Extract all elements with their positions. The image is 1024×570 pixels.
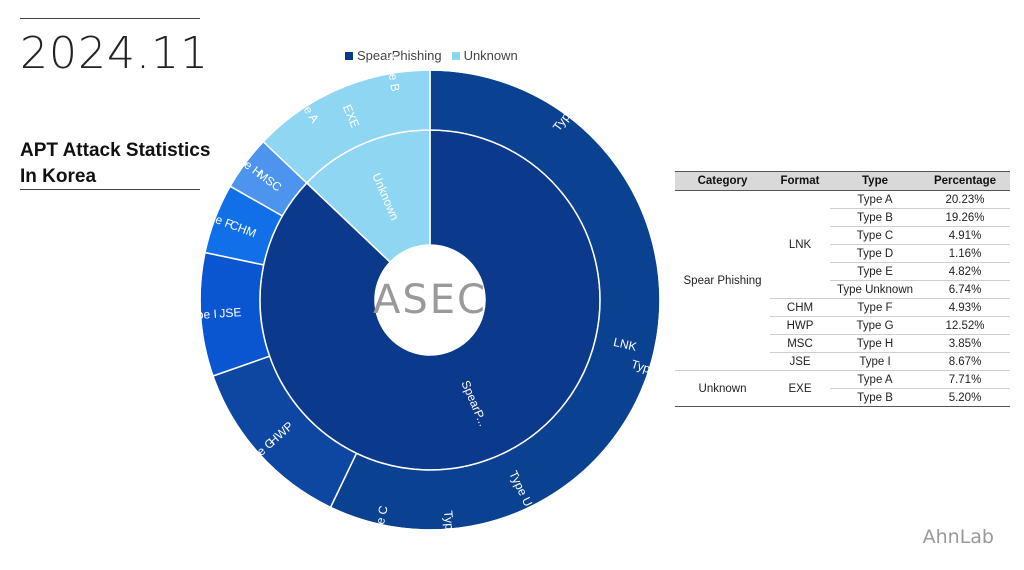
cell-percentage: 20.23% (920, 190, 1010, 209)
legend-item-unknown: Unknown (451, 48, 518, 63)
ahnlab-logo: AhnLab (922, 526, 994, 548)
cell-category: Unknown (675, 370, 770, 407)
asec-logo: ASEC (373, 277, 487, 323)
table-row: JSE Type I 8.67% (675, 352, 1010, 371)
cell-percentage: 7.71% (920, 370, 1010, 389)
cell-percentage: 6.74% (920, 280, 1010, 299)
header-type: Type (830, 171, 920, 191)
cell-format: MSC (770, 334, 830, 353)
table-row: Type E 4.82% (675, 262, 1010, 281)
cell-percentage: 5.20% (920, 388, 1010, 407)
outer-ring-segment (229, 141, 264, 187)
middle-ring-label: JSE (219, 305, 242, 320)
stats-table-container: Category Format Type Percentage Spear Ph… (675, 171, 1010, 407)
cell-percentage: 8.67% (920, 352, 1010, 371)
chart-legend: SpearPhishing Unknown (345, 48, 518, 63)
cell-type: Type H (830, 334, 920, 353)
title-underline (20, 189, 200, 190)
cell-percentage: 4.91% (920, 226, 1010, 245)
cell-percentage: 19.26% (920, 208, 1010, 227)
page-title: APT Attack Statistics In Korea (20, 138, 210, 190)
cell-percentage: 12.52% (920, 316, 1010, 335)
cell-format: EXE (770, 370, 830, 407)
cell-type: Type Unknown (830, 280, 920, 299)
table-row: Type D 1.16% (675, 244, 1010, 263)
cell-format: JSE (770, 352, 830, 371)
cell-percentage: 1.16% (920, 244, 1010, 263)
cell-type: Type C (830, 226, 920, 245)
legend-label-unknown: Unknown (463, 48, 518, 63)
outer-ring-label: Type E (441, 510, 458, 548)
legend-swatch-spearphishing (345, 51, 353, 60)
middle-ring-label: LNK (612, 335, 638, 354)
table-row: Spear Phishing LNK Type A 20.23% (675, 190, 1010, 371)
outer-ring-segment (570, 231, 661, 483)
table-header-row: Category Format Type Percentage (675, 171, 1010, 191)
cell-type: Type A (830, 190, 920, 209)
cell-type: Type G (830, 316, 920, 335)
cell-type: Type B (830, 208, 920, 227)
outer-ring-label: Type B (383, 53, 403, 92)
cell-category: Spear Phishing (675, 190, 770, 371)
legend-swatch-unknown (451, 51, 460, 60)
table-row: Type B 5.20% (675, 388, 1010, 407)
cell-percentage: 3.85% (920, 334, 1010, 353)
legend-item-spearphishing: SpearPhishing (345, 48, 442, 63)
table-row: Type B 19.26% (675, 208, 1010, 227)
outer-ring-segment (355, 69, 431, 83)
table-row: Unknown EXE Type A 7.71% (675, 370, 1010, 407)
table-row: MSC Type H 3.85% (675, 334, 1010, 353)
stats-table: Category Format Type Percentage Spear Ph… (675, 171, 1010, 407)
cell-percentage: 4.82% (920, 262, 1010, 281)
cell-type: Type D (830, 244, 920, 263)
cell-type: Type A (830, 370, 920, 389)
top-rule (20, 18, 200, 19)
cell-type: Type B (830, 388, 920, 407)
cell-format: LNK (770, 190, 830, 299)
title-line-1: APT Attack Statistics (20, 140, 211, 161)
table-row: HWP Type G 12.52% (675, 316, 1010, 335)
outer-ring-segment (345, 513, 415, 531)
table-row: Type C 4.91% (675, 226, 1010, 245)
outer-ring-segment (204, 185, 231, 253)
outer-ring-label: Type I (184, 307, 218, 323)
center-hole (375, 245, 485, 355)
cell-type: Type F (830, 298, 920, 317)
report-date: 2024.11 (20, 28, 209, 79)
cell-percentage: 4.93% (920, 298, 1010, 317)
cell-format: HWP (770, 316, 830, 335)
legend-label-spearphishing: SpearPhishing (357, 48, 442, 63)
cell-format: CHM (770, 298, 830, 317)
title-line-2: In Korea (20, 166, 97, 187)
cell-type: Type I (830, 352, 920, 371)
header-format: Format (770, 171, 830, 191)
header-category: Category (675, 171, 770, 191)
table-row: CHM Type F 4.93% (675, 298, 1010, 317)
cell-type: Type E (830, 262, 920, 281)
table-row: Type Unknown 6.74% (675, 280, 1010, 299)
header-percentage: Percentage (920, 171, 1010, 191)
